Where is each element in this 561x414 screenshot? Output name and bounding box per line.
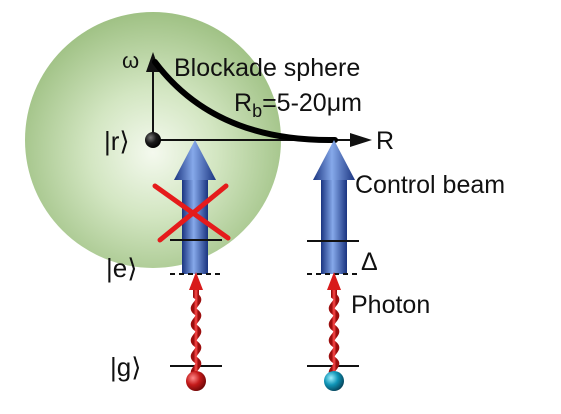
control-beam-label: Control beam (355, 171, 505, 199)
state-g-label: |g⟩ (110, 352, 141, 382)
delta-label: Δ (361, 248, 378, 276)
omega-label: ω (122, 48, 139, 73)
left-photon-icon (189, 272, 203, 379)
state-e-label: |e⟩ (106, 253, 137, 283)
blockade-sphere-label: Blockade sphere (174, 54, 360, 82)
rydberg-atom-icon (145, 132, 161, 148)
red-sphere-icon (186, 371, 206, 391)
teal-sphere-icon (324, 371, 344, 391)
right-photon-icon (327, 272, 341, 379)
left-control-beam-arrow (174, 140, 216, 274)
r-axis-label: R (376, 127, 394, 155)
red-x-cross-icon (152, 183, 231, 243)
interaction-potential-curve (152, 59, 338, 144)
rb-main-label: Rb=5-20μm (234, 89, 362, 121)
r-axis-arrowhead (350, 133, 372, 147)
right-control-beam-arrow (313, 140, 355, 274)
photon-label: Photon (351, 291, 430, 319)
state-r-label: |r⟩ (104, 126, 130, 156)
